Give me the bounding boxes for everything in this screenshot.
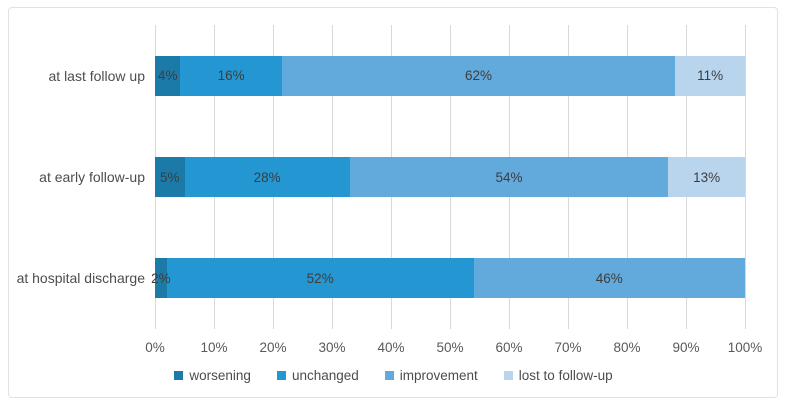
gridline xyxy=(745,25,746,329)
category-label: at early follow-up xyxy=(39,169,145,185)
x-tick-label: 80% xyxy=(613,340,641,355)
legend-label: improvement xyxy=(399,368,478,383)
legend-swatch-icon xyxy=(276,371,286,380)
x-tick-label: 70% xyxy=(554,340,582,355)
data-label: 11% xyxy=(697,68,724,84)
plot-area: 4% 16% 62% 11% 5% 28% 54% 13% 2% 52% 46% xyxy=(151,25,746,329)
data-label: 5% xyxy=(159,169,180,185)
legend-label: worsening xyxy=(189,368,251,383)
bar-segment-worsening: 5% xyxy=(155,157,185,197)
bar-segment-improvement: 62% xyxy=(281,55,676,96)
bar-segment-unchanged: 16% xyxy=(180,55,282,96)
bar-segment-worsening: 4% xyxy=(155,55,181,96)
data-label: 52% xyxy=(306,270,334,286)
bar-segment-unchanged: 28% xyxy=(184,157,350,197)
x-tick-label: 90% xyxy=(672,340,700,355)
bar-segment-improvement: 46% xyxy=(473,258,745,299)
legend: worsening unchanged improvement lost to fol… xyxy=(0,368,787,383)
legend-item-improvement: improvement xyxy=(384,368,478,383)
legend-label: unchanged xyxy=(291,368,359,383)
data-label: 62% xyxy=(465,68,493,84)
category-label: at hospital discharge xyxy=(16,270,145,287)
data-label: 4% xyxy=(157,68,178,84)
legend-item-worsening: worsening xyxy=(174,368,251,383)
legend-label: lost to follow-up xyxy=(518,368,613,383)
x-tick-label: 0% xyxy=(145,340,165,355)
x-tick-label: 40% xyxy=(377,340,405,355)
x-tick-label: 10% xyxy=(200,340,228,355)
data-label: 46% xyxy=(595,270,623,286)
bar-segment-unchanged: 52% xyxy=(166,258,474,299)
bar-row: 2% 52% 46% xyxy=(151,258,745,299)
legend-swatch-icon xyxy=(503,371,513,380)
x-tick-label: 50% xyxy=(436,340,464,355)
category-label: at last follow up xyxy=(48,67,146,84)
bar-segment-improvement: 54% xyxy=(349,157,669,197)
x-tick-label: 20% xyxy=(259,340,287,355)
data-label: 16% xyxy=(217,68,245,84)
bar-segment-lost-to-follow-up: 11% xyxy=(675,55,745,96)
bar-row: 4% 16% 62% 11% xyxy=(155,55,745,96)
x-tick-label: 100% xyxy=(727,340,763,355)
data-label: 54% xyxy=(495,169,523,185)
x-tick-label: 60% xyxy=(495,340,523,355)
data-label: 28% xyxy=(253,169,281,185)
legend-swatch-icon xyxy=(174,371,184,380)
bar-row: 5% 28% 54% 13% xyxy=(155,157,745,197)
bar-segment-lost-to-follow-up: 13% xyxy=(668,157,745,197)
data-label: 2% xyxy=(151,270,171,286)
legend-item-lost-to-follow-up: lost to follow-up xyxy=(503,368,613,383)
legend-swatch-icon xyxy=(384,371,394,380)
legend-item-unchanged: unchanged xyxy=(276,368,359,383)
x-tick-label: 30% xyxy=(318,340,346,355)
data-label: 13% xyxy=(693,169,721,185)
bar-segment-worsening: 2% xyxy=(151,258,171,299)
